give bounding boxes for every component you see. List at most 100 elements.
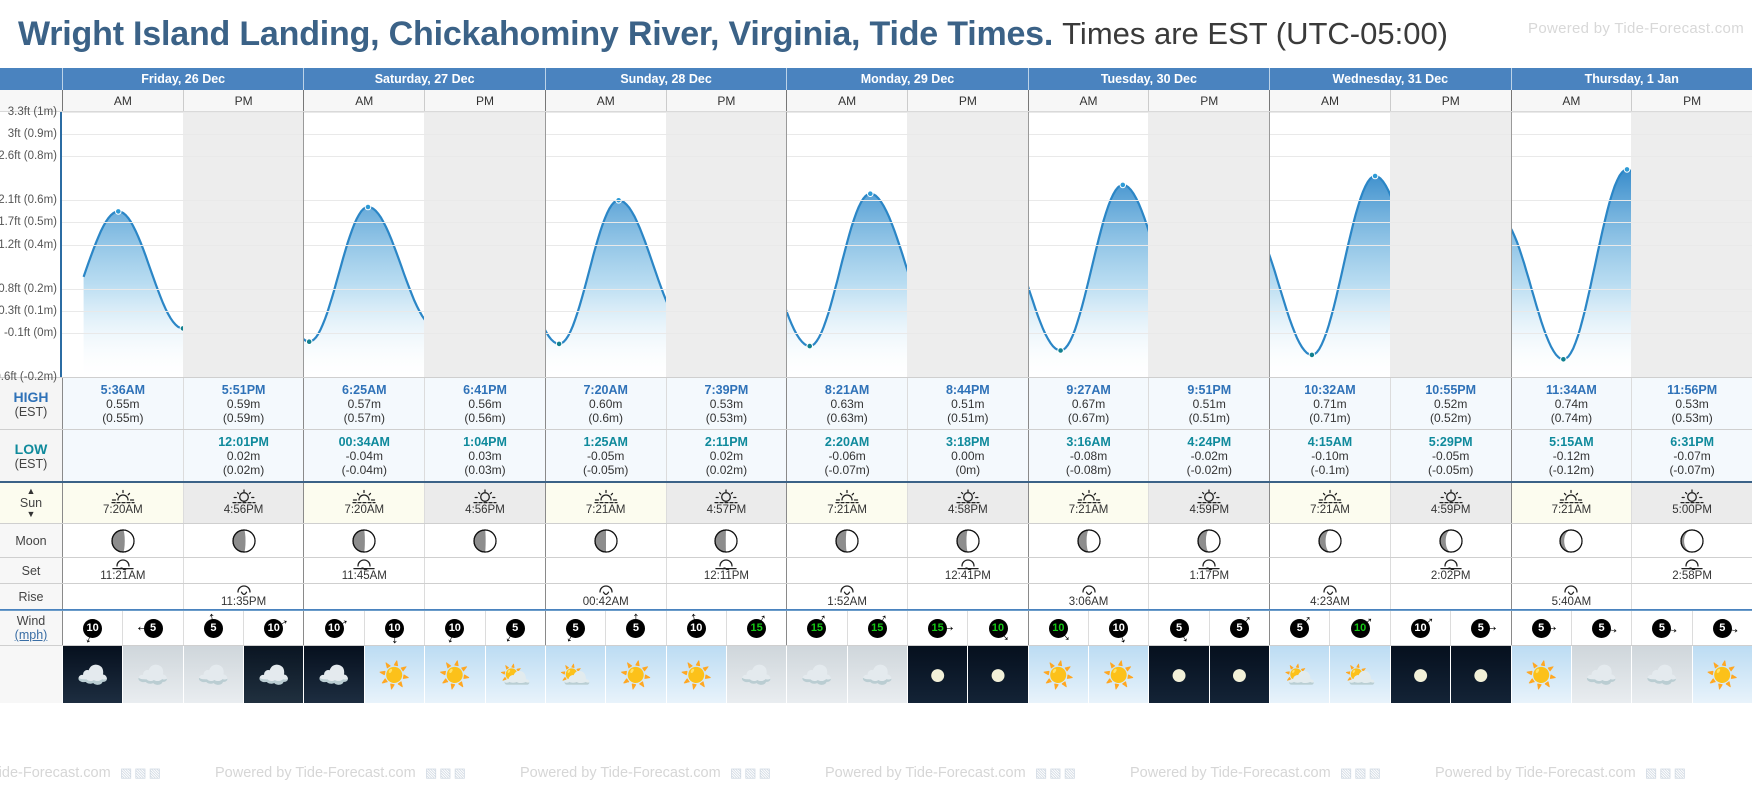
moon-cell [1631,524,1752,557]
wind-speed: 10 [686,618,706,638]
tide-height: 0.51m [951,396,985,411]
moon-day-5 [1269,524,1510,557]
moonset-day-0: 11:21AM [62,558,303,583]
tide-height-alt: (-0.12m) [1548,462,1595,477]
wind-speed: 5 [1471,618,1491,638]
sun-cell: 7:20AM [62,483,183,523]
day-separator-3 [786,112,788,377]
tide-height-alt: (0.55m) [102,410,144,425]
tide-high-marker-12 [867,190,874,197]
weather-icon-sunny: ☀️ [1510,646,1571,703]
chart-plot-area[interactable] [62,112,1752,377]
low-tide-cell: 5:29PM -0.05m (-0.05m) [1389,430,1511,481]
wind-cell: 10 ↑ [1329,611,1389,645]
weather-icon-sunny: ☀️ [665,646,726,703]
wind-cell: 5 ↑ [544,611,605,645]
page-title: Wright Island Landing, Chickahominy Rive… [18,14,1054,53]
moonset-cell: 2:02PM [1389,558,1511,583]
weather-sky [183,646,244,703]
wind-badge: 10 ↑ [78,617,108,645]
weather-icon-sunny: ☀️ [363,646,425,703]
wind-badge: 15 ↑ [923,617,957,639]
wind-speed: 10 [1411,618,1430,638]
gridline-2 [62,156,1752,158]
wind-speed: 15 [747,618,767,638]
high-tide-cell: 9:51PM 0.51m (0.51m) [1148,378,1269,429]
moonset-icon [112,558,134,571]
wind-speed: 5 [203,618,223,638]
wind-unit-link[interactable]: (mph) [14,628,48,642]
tide-low-marker-23 [1560,356,1567,363]
wind-direction-arrow-icon: ↑ [1057,627,1074,645]
wind-cell: 10 ↑ [1027,611,1088,645]
weather-sky [726,646,787,703]
weather-sky [907,646,968,703]
tide-height-alt: (0.74m) [1550,410,1593,425]
moon-day-0 [62,524,303,557]
footer-logo-icon: ▧▧▧ [1340,765,1383,780]
footer-watermark: Powered by Tide-Forecast.com ▧▧▧ Powered b… [0,759,1752,787]
weather-sky [968,646,1028,703]
day-separator-5 [1269,112,1271,377]
weather-sky [1028,646,1089,703]
day-separator-6 [1510,112,1512,377]
low-tide-cell: 4:15AM -0.10m (-0.1m) [1269,430,1390,481]
tide-high-marker-26 [1748,212,1752,220]
sunrise-icon [593,489,619,504]
y-tick-0: 3.3ft (1m) [7,106,57,118]
high-tide-day-3: 8:21AM 0.63m (0.63m) 8:44PM 0.51m (0.51m) [786,378,1027,429]
wind-speed: 10 [324,618,344,638]
weather-glyph-icon: ☀️ [680,659,713,690]
footer-logo-icon: ▧▧▧ [1645,765,1688,780]
moonrise-day-1 [303,584,544,609]
weather-icon-clear-night: ● [906,646,968,703]
moon-phase-icon [956,528,980,553]
high-tide-day-5: 10:32AM 0.71m (0.71m) 10:55PM 0.52m (0.52m) [1269,378,1510,429]
weather-day-3: ☁️ ☁️ ● ● [786,646,1028,703]
wind-day-6: 5 ↑ 5 ↑ 5 ↑ 5 ↑ [1510,611,1752,645]
y-tick-4: 1.7ft (0.5m) [0,216,57,229]
sunrise-time: 7:21AM [1068,503,1109,516]
ampm-am-1: AM [355,93,374,108]
tide-height: -0.05m [587,448,625,463]
y-tick-3: 2.1ft (0.6m) [0,194,57,207]
day-header-1: Saturday, 27 Dec [303,68,544,90]
wind-day-0: 10 ↑ 5 ↑ 5 ↑ 10 ↑ [62,611,303,645]
tide-height: -0.12m [1552,448,1591,463]
moonrise-cell [62,584,183,609]
moonset-time: 11:45AM [341,570,387,583]
tide-height: 0.53m [709,396,744,411]
sunset-time: 4:57PM [706,503,747,516]
wind-speed: 5 [1592,618,1612,638]
footer-watermark-text: Powered by Tide-Forecast.com [520,765,721,781]
low-tide-cell: 5:15AM -0.12m (-0.12m) [1510,430,1632,481]
weather-glyph-icon: ☀️ [1102,659,1135,690]
weather-sky [364,646,425,703]
weather-sky [606,646,666,703]
low-tide-day-5: 4:15AM -0.10m (-0.1m) 5:29PM -0.05m (-0.05m) [1269,430,1510,481]
moonrise-icon [836,584,858,596]
tide-height: 0.00m [951,448,985,463]
weather-icon-cloudy: ☁️ [725,646,787,703]
y-tick-7: 0.3ft (0.1m) [0,304,57,317]
moonrise-time: 3:06AM [1068,596,1109,609]
low-tide-cell: 00:34AM -0.04m (-0.04m) [303,430,424,481]
sunrise-time: 7:20AM [344,503,385,516]
tide-height: 0.52m [1434,396,1468,411]
wind-day-1: 10 ↑ 10 ↑ 10 ↑ 5 ↑ [303,611,544,645]
tide-time: 10:55PM [1425,382,1477,397]
sunset-time: 4:56PM [465,503,505,516]
moon-label: Moon [0,523,62,557]
tide-height: 0.57m [347,396,381,411]
wind-badge: 15 ↑ [802,611,832,639]
moonrise-icon [1078,584,1100,596]
sun-cell: 7:20AM [303,483,424,523]
moonset-day-4: 1:17PM [1027,558,1269,583]
moon-day-4 [1027,524,1269,557]
wind-direction-arrow-icon: ↑ [390,630,399,646]
moonrise-row: Rise 11:35PM 00:42AM 1:52AM 3:06AM 4:23AM 5:4… [0,583,1752,609]
wind-badge: 15 ↑ [862,611,892,639]
tide-height: 0.67m [1071,396,1106,411]
wind-cell: 15 ↑ [906,611,967,645]
wind-speed: 10 [1109,618,1129,638]
